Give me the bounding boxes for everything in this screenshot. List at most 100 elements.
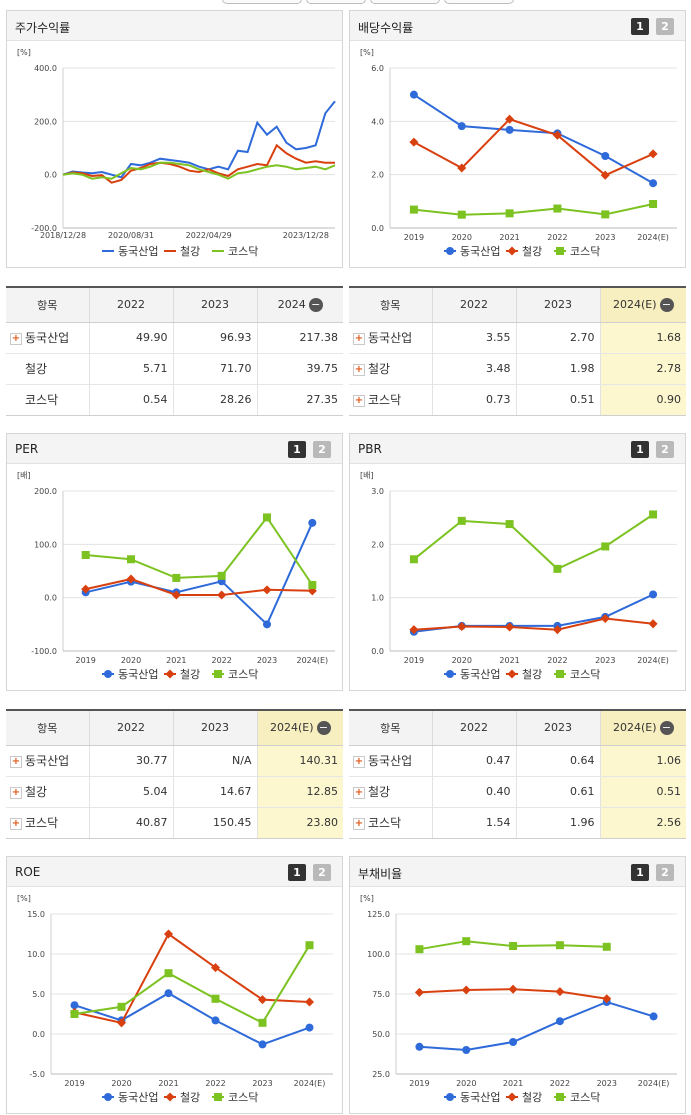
x-tick-label: 2021 — [166, 656, 186, 665]
series-page-2-button[interactable]: 2 — [656, 864, 674, 881]
data-point-diamond — [262, 585, 272, 595]
expand-plus-icon[interactable]: + — [353, 332, 365, 345]
legend-label: 코스닥 — [570, 668, 600, 681]
expand-plus-icon[interactable]: + — [353, 394, 365, 407]
expand-plus-icon[interactable]: + — [353, 817, 365, 830]
row-label: 동국산업 — [25, 754, 70, 768]
y-tick-label: 125.0 — [367, 910, 390, 919]
table-cell: 1.54 — [431, 807, 516, 838]
data-point-square — [214, 1093, 222, 1101]
series-line — [74, 932, 310, 1024]
table-cell: 30.77 — [88, 745, 173, 777]
data-point-circle — [446, 247, 454, 255]
y-axis-unit-label: [배] — [360, 471, 374, 480]
table-cell: 1.98 — [515, 353, 600, 385]
series-line — [413, 118, 654, 177]
data-point-square — [509, 942, 518, 950]
data-point-circle — [70, 1001, 79, 1010]
series-line — [62, 100, 336, 179]
series-page-1-button[interactable]: 1 — [631, 441, 649, 458]
table-cell: 0.51 — [515, 384, 600, 415]
y-tick-label: 50.0 — [372, 1030, 390, 1039]
data-point-square — [81, 551, 90, 559]
x-tick-label: 2023 — [252, 1079, 272, 1088]
series-page-1-button[interactable]: 1 — [631, 864, 649, 881]
collapse-icon[interactable]: − — [308, 297, 323, 312]
series-line — [413, 93, 654, 185]
table-cell: 27.35 — [256, 384, 343, 415]
collapse-icon[interactable]: − — [659, 297, 674, 312]
data-point-diamond — [555, 987, 565, 997]
panel-header: PER 1 2 — [7, 434, 342, 464]
row-label: 동국산업 — [25, 331, 70, 345]
panel-title: PBR — [358, 442, 382, 456]
series-page-1-button[interactable]: 1 — [631, 18, 649, 35]
y-tick-label: -100.0 — [31, 647, 57, 656]
table-row: + 코스닥 1.54 1.96 2.56 — [349, 807, 686, 838]
table-cell: 3.55 — [431, 322, 516, 354]
x-tick-label: 2023/12/28 — [283, 231, 329, 240]
x-tick-label: 2024(E) — [638, 1079, 670, 1088]
y-axis-unit-label: [%] — [360, 48, 374, 57]
data-point-diamond — [648, 149, 658, 159]
series-line — [85, 515, 314, 586]
y-tick-label: 100.0 — [367, 950, 390, 959]
expand-plus-icon[interactable]: + — [10, 755, 22, 768]
data-point-circle — [462, 1046, 471, 1054]
data-point-square — [505, 520, 514, 529]
table-cell: 1.68 — [599, 322, 686, 354]
legend-label: 철강 — [180, 1091, 200, 1104]
series-page-1-button[interactable]: 1 — [288, 441, 306, 458]
series-page-2-button[interactable]: 2 — [313, 441, 331, 458]
dividend-yield-chart: [%] 6.0 4.0 2.0 0.0 2019 2020 2021 2022 2023 2024(… — [360, 48, 677, 258]
expand-plus-icon[interactable]: + — [10, 786, 22, 799]
data-point-circle — [409, 90, 418, 99]
data-point-diamond — [507, 1092, 517, 1102]
y-tick-label: 2.0 — [371, 540, 384, 549]
series-page-2-button[interactable]: 2 — [656, 441, 674, 458]
top-pill-2[interactable] — [306, 0, 366, 4]
legend-label: 철강 — [180, 245, 200, 258]
x-tick-label: 2020 — [456, 1079, 476, 1088]
y-axis-unit-label: [%] — [17, 48, 31, 57]
series-page-2-button[interactable]: 2 — [656, 18, 674, 35]
table-cell: N/A — [172, 745, 257, 777]
table-header-row: 항목 2022 2023 2024(E) − — [6, 711, 343, 746]
collapse-icon[interactable]: − — [316, 720, 331, 735]
panel-header: 부채비율 1 2 — [350, 857, 685, 887]
y-tick-label: 200.0 — [34, 487, 57, 496]
collapse-icon[interactable]: − — [659, 720, 674, 735]
series-page-1-button[interactable]: 1 — [288, 864, 306, 881]
expand-plus-icon[interactable]: + — [353, 363, 365, 376]
column-header: 항목 — [6, 288, 89, 323]
x-tick-label: 2020/08/31 — [108, 231, 154, 240]
data-point-square — [556, 1093, 564, 1101]
x-tick-label: 2022 — [211, 656, 231, 665]
table-cell: 12.85 — [256, 776, 343, 808]
x-tick-label: 2019 — [75, 656, 95, 665]
expand-plus-icon[interactable]: + — [353, 755, 365, 768]
data-point-square — [556, 247, 564, 255]
table-cell: 28.26 — [172, 384, 257, 415]
top-pill-3[interactable] — [370, 0, 440, 4]
series-line — [74, 944, 311, 1025]
expand-plus-icon[interactable]: + — [10, 817, 22, 830]
y-tick-label: 75.0 — [372, 990, 390, 999]
series-page-2-button[interactable]: 2 — [313, 864, 331, 881]
x-tick-label: 2024(E) — [637, 656, 669, 665]
data-point-circle — [505, 125, 514, 134]
data-point-square — [409, 205, 418, 214]
data-point-square — [217, 571, 226, 580]
data-point-circle — [104, 1093, 112, 1101]
data-point-diamond — [81, 584, 91, 594]
x-tick-label: 2019 — [409, 1079, 429, 1088]
expand-plus-icon[interactable]: + — [10, 332, 22, 345]
x-tick-label: 2019 — [64, 1079, 84, 1088]
column-header: 2023 — [172, 288, 257, 323]
expand-plus-icon[interactable]: + — [353, 786, 365, 799]
panel-title: PER — [15, 442, 39, 456]
table-cell: 40.87 — [88, 807, 173, 838]
top-pill-1[interactable] — [222, 0, 302, 4]
top-pill-4[interactable] — [444, 0, 514, 4]
